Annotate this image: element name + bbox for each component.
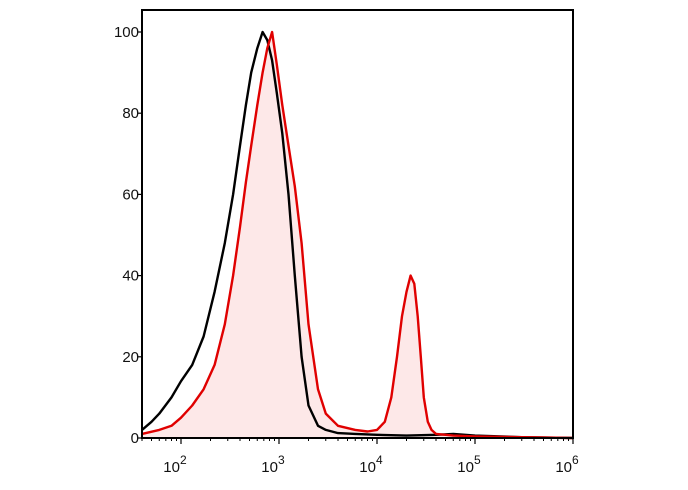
x-axis: 102 103 104 105 106	[141, 438, 579, 476]
x-tick-label: 106	[555, 453, 579, 476]
x-tick-label: 102	[163, 453, 187, 476]
y-tick-label: 80	[122, 105, 139, 122]
x-tick-label: 105	[457, 453, 481, 476]
plot-frame	[141, 9, 574, 439]
series-red-line	[141, 30, 574, 440]
series-red-fill	[142, 32, 573, 438]
series-black-line	[141, 30, 574, 440]
x-tick-label: 104	[359, 453, 383, 476]
y-tick-label: 20	[122, 349, 139, 366]
y-axis: 0 20 40 60 80 100	[114, 24, 142, 447]
plot-area	[141, 30, 574, 440]
y-tick-label: 100	[114, 24, 139, 41]
x-tick-label: 103	[261, 453, 285, 476]
y-tick-label: 40	[122, 268, 139, 285]
y-tick-label: 0	[131, 430, 139, 447]
y-tick-label: 60	[122, 186, 139, 203]
